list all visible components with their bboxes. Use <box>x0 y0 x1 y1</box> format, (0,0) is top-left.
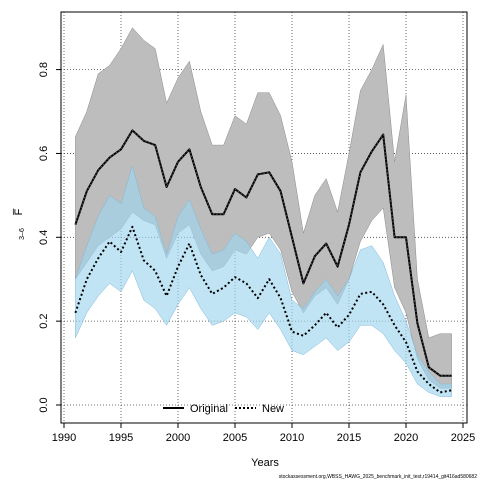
x-tick-label: 2005 <box>223 432 247 444</box>
y-axis-title: F̅ 3–6 <box>13 208 26 240</box>
x-axis: 1990 1995 2000 2005 2010 2015 2020 2025 <box>52 423 475 444</box>
confidence-bands <box>75 27 452 397</box>
y-tick-label: 0.4 <box>38 230 50 245</box>
confidence-band-new <box>75 165 452 397</box>
y-axis-title-main: F̅ <box>13 208 25 216</box>
y-axis-title-subscript: 3–6 <box>19 228 26 240</box>
y-tick-label: 0.8 <box>38 62 50 77</box>
x-axis-title: Years <box>251 457 279 469</box>
x-tick-label: 2015 <box>337 432 361 444</box>
legend-label-original: Original <box>190 403 228 415</box>
x-tick-label: 2025 <box>451 432 475 444</box>
y-tick-label: 0.0 <box>38 397 50 412</box>
y-tick-label: 0.2 <box>38 314 50 329</box>
legend: Original New <box>163 403 284 415</box>
footer-source-text: stockassessment.org,WBSS_HAWG_2025_bench… <box>279 474 477 480</box>
x-tick-label: 2000 <box>166 432 190 444</box>
x-tick-label: 2010 <box>280 432 304 444</box>
x-tick-label: 1990 <box>52 432 76 444</box>
series-lines <box>74 129 452 394</box>
plot-frame <box>60 11 468 424</box>
series-line-original-overlay <box>74 129 452 377</box>
y-axis: 0.0 0.2 0.4 0.6 0.8 <box>38 62 61 413</box>
y-tick-label: 0.6 <box>38 146 50 161</box>
series-line-new <box>74 225 452 394</box>
x-tick-label: 2020 <box>394 432 418 444</box>
legend-label-new: New <box>262 403 284 415</box>
x-tick-label: 1995 <box>109 432 133 444</box>
